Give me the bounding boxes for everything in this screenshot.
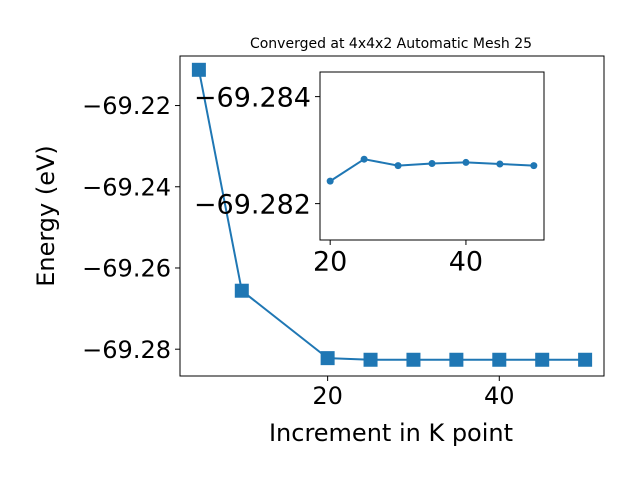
y-axis-label: Energy (eV) [32,145,60,287]
main-data-point [578,352,593,367]
main-data-point [363,352,378,367]
main-data-point [234,283,249,298]
inset-data-point [530,162,538,170]
main-x-tick-label: 40 [484,382,515,410]
main-data-point [406,352,421,367]
main-y-tick-label: −69.26 [82,255,171,283]
main-series [191,62,593,367]
main-data-point [492,352,507,367]
main-y-tick-label: −69.28 [82,336,171,364]
main-x-tick-label: 20 [312,382,343,410]
inset-y-tick-label: −69.284 [194,82,311,113]
main-data-point [449,352,464,367]
inset-background [320,72,544,240]
main-data-point [191,62,206,77]
main-data-point [535,352,550,367]
inset-series [326,155,538,185]
inset-x-tick-label: 20 [313,247,347,278]
main-x-ticks: 20 40 [312,376,515,410]
main-data-point [320,351,335,366]
inset-data-point [428,159,436,167]
inset-axes-frame [319,71,545,241]
main-y-tick-label: −69.22 [82,92,171,120]
x-axis-label: Increment in K point [269,419,513,447]
main-y-tick-label: −69.24 [82,173,171,201]
inset-y-tick-label: −69.282 [194,189,311,220]
inset-y-ticks: −69.282 −69.284 [194,82,320,220]
main-axes: 20 40 −69.28−69.26−69.24−69.22 Converged … [32,36,605,447]
inset-data-point [462,158,470,166]
inset-x-tick-label: 40 [449,247,483,278]
inset-x-ticks: 20 40 [313,240,483,278]
inset-data-point [326,177,334,185]
chart-title: Converged at 4x4x2 Automatic Mesh 25 [250,36,532,52]
inset-data-point [394,162,402,170]
inset-data-point [496,160,504,168]
inset-data-point [360,155,368,163]
main-axes-frame [179,55,605,377]
main-y-ticks: −69.28 −69.26 −69.24 −69.22 [82,92,180,364]
inset-axes: 20 40 −69.282−69.284 [194,71,545,278]
